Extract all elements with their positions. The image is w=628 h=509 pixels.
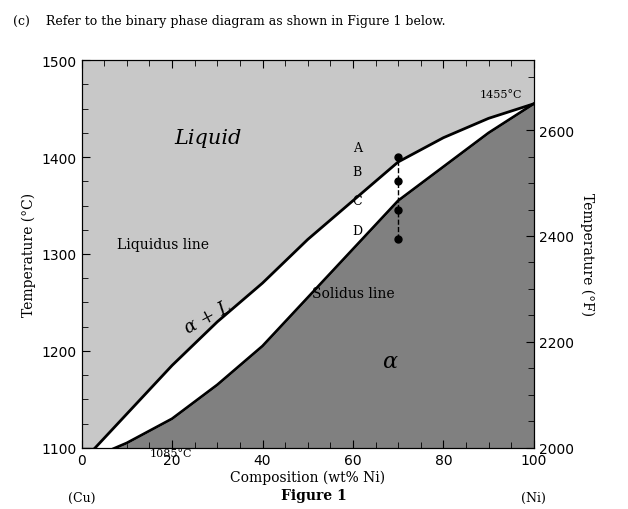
Text: 1085°C: 1085°C: [149, 448, 192, 458]
Text: α: α: [382, 350, 397, 372]
Text: Liquid: Liquid: [175, 129, 242, 148]
Text: Liquidus line: Liquidus line: [117, 238, 209, 252]
Text: C: C: [352, 195, 362, 208]
Text: (Ni): (Ni): [521, 491, 546, 504]
Text: Figure 1: Figure 1: [281, 488, 347, 502]
Text: Solidus line: Solidus line: [311, 286, 394, 300]
X-axis label: Composition (wt% Ni): Composition (wt% Ni): [230, 469, 386, 484]
Text: α + L: α + L: [181, 298, 235, 337]
Text: (c)    Refer to the binary phase diagram as shown in Figure 1 below.: (c) Refer to the binary phase diagram as…: [13, 15, 445, 28]
Text: A: A: [353, 142, 362, 155]
Text: 1455°C: 1455°C: [480, 90, 522, 100]
Text: D: D: [352, 224, 362, 237]
Text: (Cu): (Cu): [68, 491, 95, 504]
Text: B: B: [353, 166, 362, 179]
Y-axis label: Temperature (°C): Temperature (°C): [21, 192, 36, 317]
Y-axis label: Temperature (°F): Temperature (°F): [580, 193, 595, 316]
